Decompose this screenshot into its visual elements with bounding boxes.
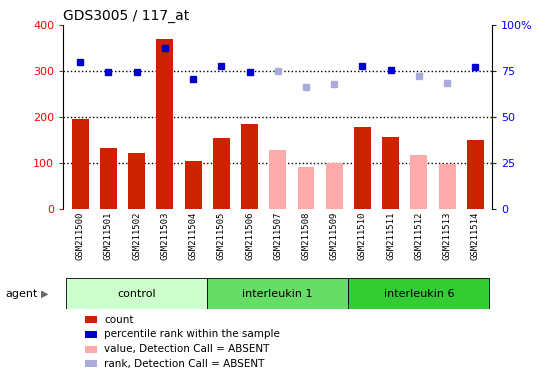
Bar <box>207 278 348 309</box>
Bar <box>348 278 490 309</box>
Text: GDS3005 / 117_at: GDS3005 / 117_at <box>63 8 190 23</box>
Bar <box>66 278 207 309</box>
Bar <box>100 149 117 209</box>
Bar <box>241 124 258 209</box>
Text: agent: agent <box>6 289 38 299</box>
Text: GSM211500: GSM211500 <box>76 211 85 260</box>
Bar <box>354 127 371 209</box>
Bar <box>207 209 235 278</box>
Text: GSM211514: GSM211514 <box>471 211 480 260</box>
Bar <box>179 209 207 278</box>
Bar <box>185 161 201 209</box>
Bar <box>348 209 377 278</box>
Bar <box>66 209 94 278</box>
Bar <box>263 209 292 278</box>
Bar <box>128 153 145 209</box>
Bar <box>326 163 343 209</box>
Bar <box>433 209 461 278</box>
Bar <box>320 209 348 278</box>
Bar <box>235 209 263 278</box>
Bar <box>292 209 320 278</box>
Text: GSM211510: GSM211510 <box>358 211 367 260</box>
Bar <box>123 209 151 278</box>
Bar <box>405 209 433 278</box>
Text: value, Detection Call = ABSENT: value, Detection Call = ABSENT <box>104 344 270 354</box>
Text: control: control <box>117 289 156 299</box>
Text: GSM211504: GSM211504 <box>189 211 197 260</box>
Text: ▶: ▶ <box>41 289 49 299</box>
Text: GSM211512: GSM211512 <box>414 211 424 260</box>
Bar <box>270 150 286 209</box>
Bar <box>298 167 315 209</box>
Text: interleukin 1: interleukin 1 <box>243 289 313 299</box>
Text: GSM211509: GSM211509 <box>329 211 339 260</box>
Bar <box>213 138 230 209</box>
Bar <box>438 164 455 209</box>
Text: GSM211506: GSM211506 <box>245 211 254 260</box>
Text: GSM211511: GSM211511 <box>386 211 395 260</box>
Bar <box>461 209 490 278</box>
Bar <box>156 39 173 209</box>
Bar <box>377 209 405 278</box>
Text: GSM211507: GSM211507 <box>273 211 282 260</box>
Text: GSM211502: GSM211502 <box>132 211 141 260</box>
Text: rank, Detection Call = ABSENT: rank, Detection Call = ABSENT <box>104 359 265 369</box>
Bar <box>410 155 427 209</box>
Bar <box>151 209 179 278</box>
Text: interleukin 6: interleukin 6 <box>383 289 454 299</box>
Text: count: count <box>104 315 134 325</box>
Text: GSM211503: GSM211503 <box>161 211 169 260</box>
Text: GSM211513: GSM211513 <box>443 211 452 260</box>
Bar <box>72 119 89 209</box>
Text: GSM211505: GSM211505 <box>217 211 226 260</box>
Bar <box>94 209 123 278</box>
Bar <box>382 137 399 209</box>
Text: GSM211508: GSM211508 <box>301 211 310 260</box>
Text: GSM211501: GSM211501 <box>104 211 113 260</box>
Text: percentile rank within the sample: percentile rank within the sample <box>104 329 280 339</box>
Bar <box>467 140 484 209</box>
